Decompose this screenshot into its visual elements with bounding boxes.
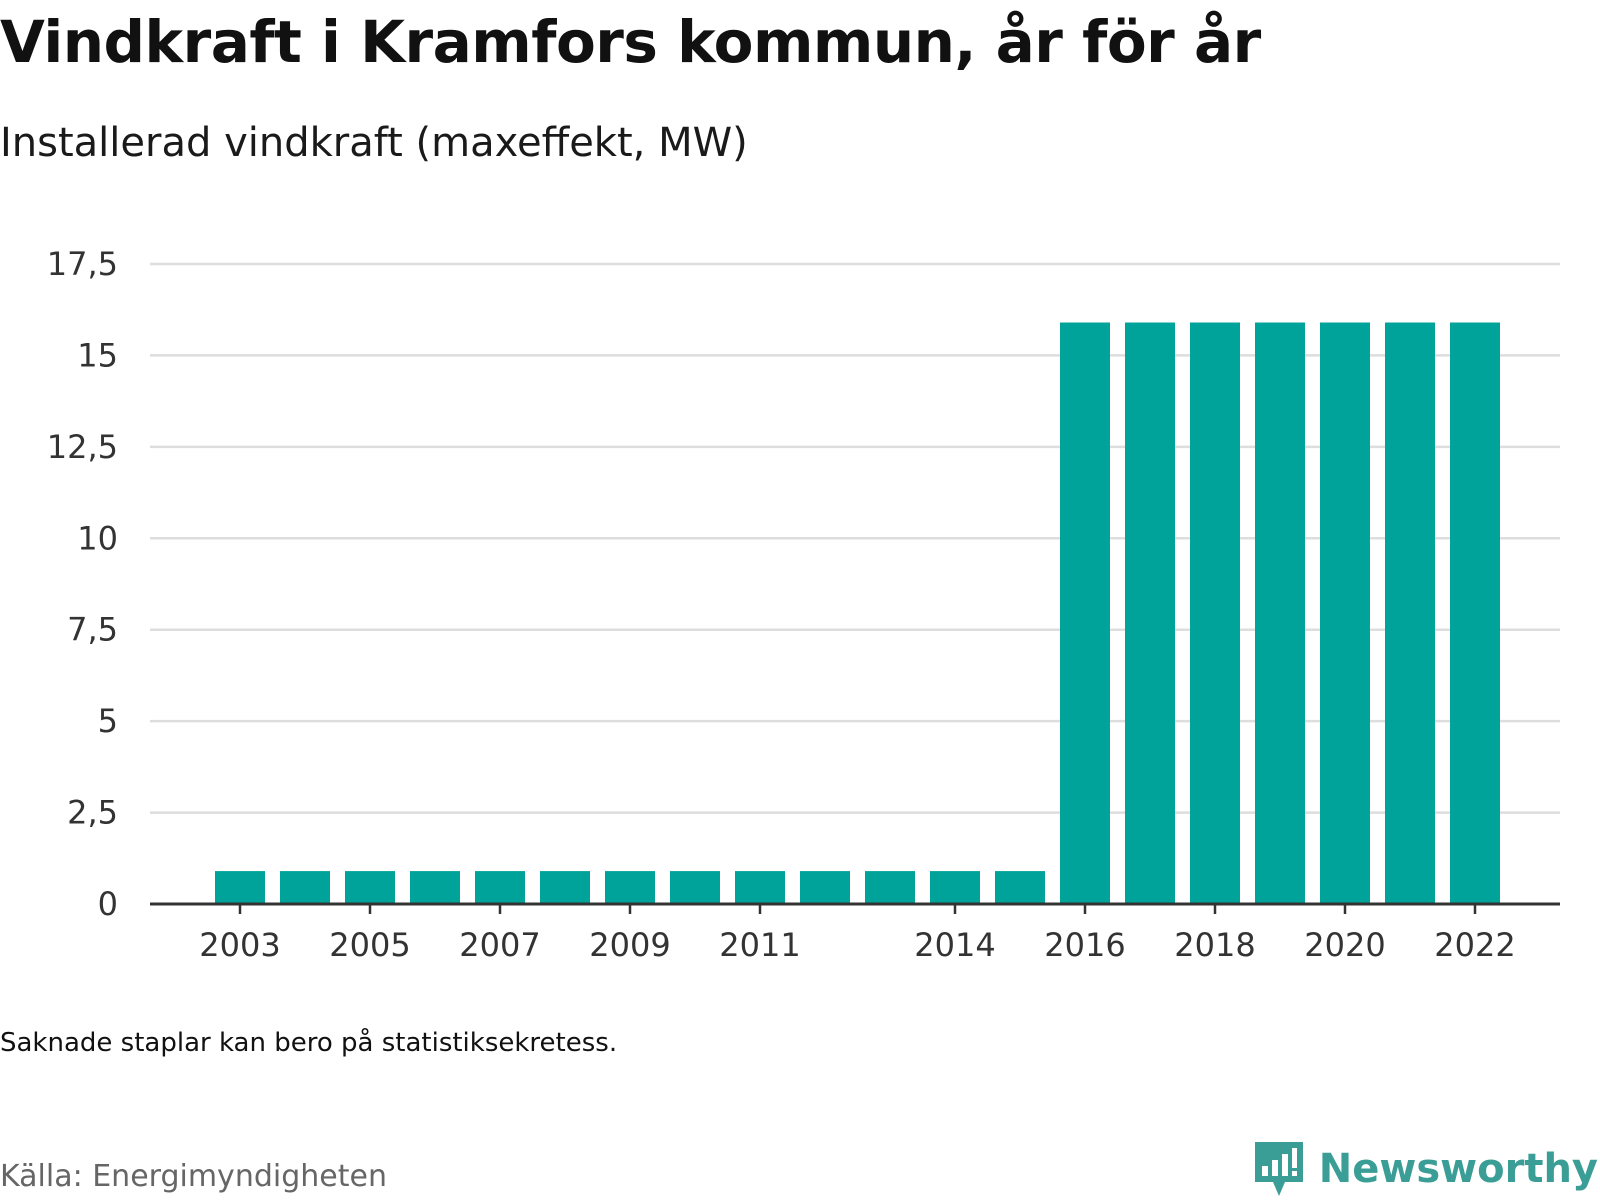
- bar-2006: [410, 871, 460, 904]
- bar-2010: [670, 871, 720, 904]
- x-tick-label: 2014: [914, 926, 995, 964]
- bar-2021: [1385, 322, 1435, 904]
- bar-2004: [280, 871, 330, 904]
- y-tick-label: 5: [98, 702, 118, 740]
- bar-2009: [605, 871, 655, 904]
- bar-2020: [1320, 322, 1370, 904]
- bar-2015: [995, 871, 1045, 904]
- x-tick-label: 2009: [589, 926, 670, 964]
- y-tick-label: 0: [98, 885, 118, 923]
- bar-2019: [1255, 322, 1305, 904]
- bar-2012: [800, 871, 850, 904]
- bar-2013: [865, 871, 915, 904]
- x-tick-label: 2018: [1174, 926, 1255, 964]
- footnote: Saknade staplar kan bero på statistiksek…: [0, 1028, 618, 1058]
- bars: [215, 322, 1500, 904]
- bar-2017: [1125, 322, 1175, 904]
- bar-2005: [345, 871, 395, 904]
- bar-2018: [1190, 322, 1240, 904]
- x-tick-label: 2022: [1434, 926, 1515, 964]
- y-tick-label: 12,5: [47, 428, 118, 466]
- chart-subtitle: Installerad vindkraft (maxeffekt, MW): [0, 120, 748, 166]
- axes: [150, 902, 1560, 914]
- x-tick-label: 2003: [199, 926, 280, 964]
- bar-2011: [735, 871, 785, 904]
- x-tick-label: 2007: [459, 926, 540, 964]
- bar-2022: [1450, 322, 1500, 904]
- bar-2016: [1060, 322, 1110, 904]
- brand-name: Newsworthy: [1318, 1146, 1598, 1192]
- bar-2003: [215, 871, 265, 904]
- bar-2014: [930, 871, 980, 904]
- bar-2007: [475, 871, 525, 904]
- y-tick-label: 15: [77, 336, 118, 374]
- chart-title: Vindkraft i Kramfors kommun, år för år: [0, 8, 1261, 76]
- source-credit: Källa: Energimyndigheten: [0, 1159, 387, 1194]
- x-tick-label: 2016: [1044, 926, 1125, 964]
- y-tick-label: 17,5: [47, 245, 118, 283]
- y-tick-label: 7,5: [67, 611, 118, 649]
- bar-chart: 0 2,5 5 7,5 10 12,5 15 17,5 2003 2005 2007 2009 2011…: [47, 245, 1560, 964]
- newsworthy-logo-icon: [1254, 1142, 1303, 1196]
- x-tick-label: 2020: [1304, 926, 1385, 964]
- y-tick-label: 10: [77, 519, 118, 557]
- x-tick-label: 2005: [329, 926, 410, 964]
- tick-labels: 0 2,5 5 7,5 10 12,5 15 17,5 2003 2005 2007 2009 2011…: [47, 245, 1516, 964]
- x-tick-label: 2011: [719, 926, 800, 964]
- brand-logo: Newsworthy: [1253, 1140, 1598, 1198]
- bar-2008: [540, 871, 590, 904]
- y-tick-label: 2,5: [67, 794, 118, 832]
